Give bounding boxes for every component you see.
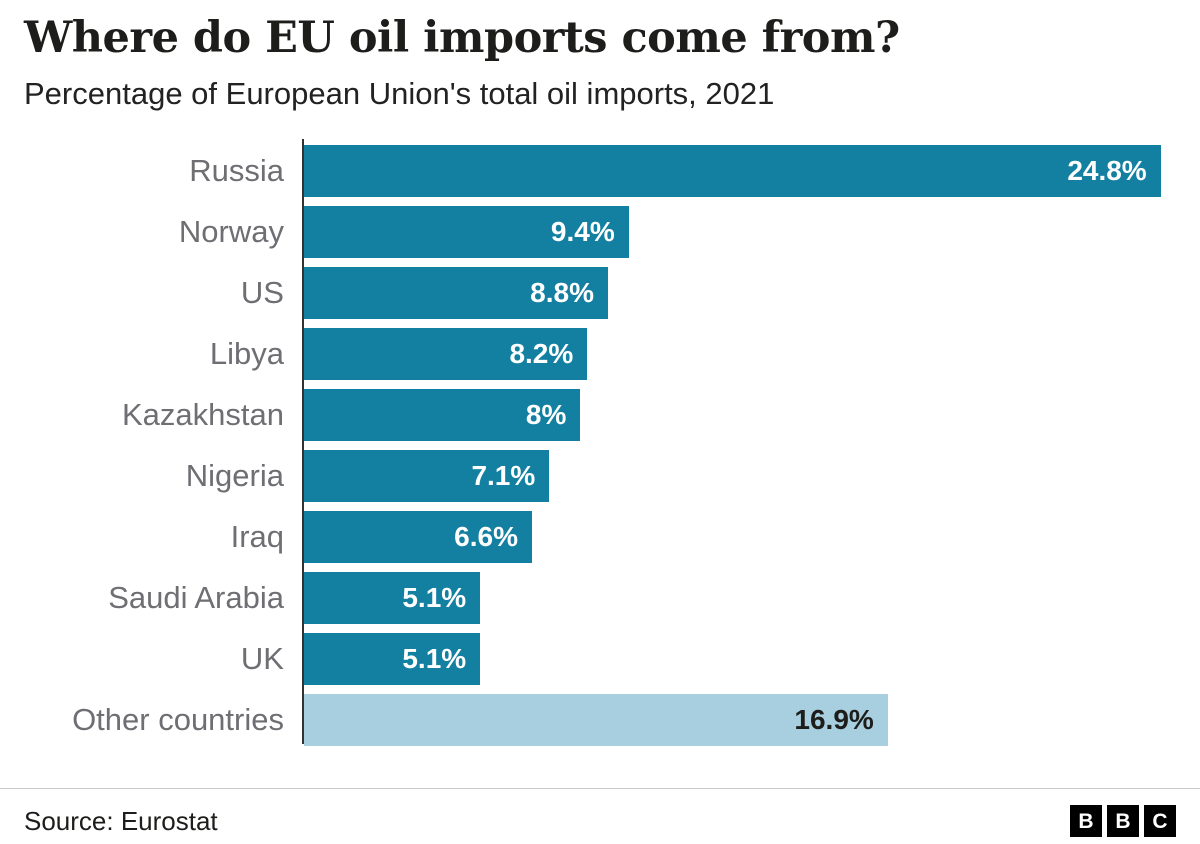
bar-track: 6.6% (302, 510, 1176, 563)
bar-category-label: Russia (189, 153, 284, 189)
bar-track: 8.8% (302, 266, 1176, 319)
chart-row: Iraq 6.6% (24, 510, 1176, 563)
bar: 24.8% (304, 144, 1161, 197)
bar-track: 9.4% (302, 205, 1176, 258)
bar-value-label: 8.8% (530, 276, 594, 308)
bar-category-label: Kazakhstan (122, 397, 284, 433)
bar: 5.1% (304, 571, 481, 624)
bar-category-label: UK (240, 641, 284, 677)
chart-row: Russia 24.8% (24, 144, 1176, 197)
page-subtitle: Percentage of European Union's total oil… (24, 76, 775, 112)
chart-row: Saudi Arabia 5.1% (24, 571, 1176, 624)
bar-value-label: 16.9% (794, 703, 874, 735)
chart-rows: Russia 24.8% Norway 9.4% US 8.8% Libya 8.2% Kaza… (24, 144, 1176, 746)
chart-row: Nigeria 7.1% (24, 449, 1176, 502)
bar-track: 24.8% (302, 144, 1176, 197)
bar-category-label: Iraq (230, 519, 284, 555)
bar: 8.2% (304, 327, 588, 380)
bar-category-label: Saudi Arabia (108, 580, 284, 616)
bar: 8% (304, 388, 581, 441)
bar-track: 8.2% (302, 327, 1176, 380)
bbc-logo-letter: B (1070, 805, 1102, 837)
chart-row: US 8.8% (24, 266, 1176, 319)
bar-track: 8% (302, 388, 1176, 441)
bar: 9.4% (304, 205, 629, 258)
bar-category-label: US (240, 275, 284, 311)
chart-row: Norway 9.4% (24, 205, 1176, 258)
bar-category-label: Other countries (72, 702, 284, 738)
bar-value-label: 8% (525, 398, 567, 430)
bbc-logo-letter: B (1107, 805, 1139, 837)
chart-row: Other countries 16.9% (24, 693, 1176, 746)
bar-value-label: 5.1% (402, 642, 467, 674)
chart-row: UK 5.1% (24, 632, 1176, 685)
bar: 16.9% (304, 693, 888, 746)
bar-value-label: 24.8% (1067, 154, 1147, 186)
bar-track: 7.1% (302, 449, 1176, 502)
source-text: Source: Eurostat (24, 805, 218, 836)
bbc-logo-letter: C (1144, 805, 1176, 837)
bar: 7.1% (304, 449, 550, 502)
bar-value-label: 7.1% (471, 459, 536, 491)
bar-category-label: Nigeria (185, 458, 284, 494)
bar-value-label: 6.6% (454, 520, 518, 552)
chart-row: Kazakhstan 8% (24, 388, 1176, 441)
bar: 8.8% (304, 266, 608, 319)
page-title: Where do EU oil imports come from? (24, 13, 900, 63)
bar: 6.6% (304, 510, 532, 563)
bar: 5.1% (304, 632, 481, 685)
bar-value-label: 5.1% (402, 581, 467, 613)
chart-row: Libya 8.2% (24, 327, 1176, 380)
bar-category-label: Norway (178, 214, 284, 250)
bar-chart: Russia 24.8% Norway 9.4% US 8.8% Libya 8.2% Kaza… (0, 137, 1200, 746)
bar-value-label: 8.2% (509, 337, 574, 369)
bar-value-label: 9.4% (550, 215, 615, 247)
bar-category-label: Libya (209, 336, 284, 372)
bar-track: 16.9% (302, 693, 1176, 746)
bar-track: 5.1% (302, 632, 1176, 685)
y-axis-line (302, 138, 304, 744)
bar-track: 5.1% (302, 571, 1176, 624)
chart-header: Where do EU oil imports come from? Perce… (0, 0, 1200, 137)
